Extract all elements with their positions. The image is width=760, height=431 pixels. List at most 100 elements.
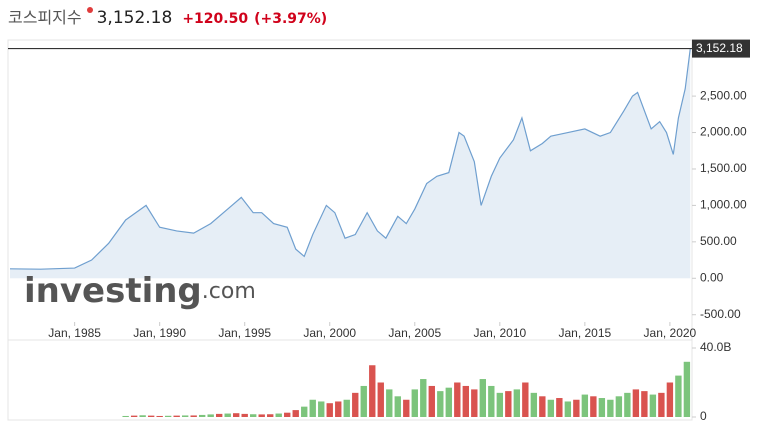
x-tick-label: Jan, 2020 <box>644 326 697 340</box>
x-tick-label: Jan, 2010 <box>473 326 526 340</box>
x-tick-label: Jan, 1995 <box>218 326 271 340</box>
volume-bar <box>224 413 231 417</box>
volume-bar <box>275 413 282 417</box>
volume-bar <box>675 375 682 417</box>
volume-bar <box>564 401 572 417</box>
y-tick-label: -500.00 <box>700 307 741 321</box>
volume-bar <box>360 385 367 417</box>
x-tick-label: Jan, 1985 <box>48 326 101 340</box>
last-value-box <box>692 39 750 58</box>
live-dot <box>86 7 93 13</box>
volume-bar <box>496 392 504 417</box>
volume-bar <box>394 396 401 417</box>
volume-bar <box>556 398 563 417</box>
volume-bar <box>411 389 418 417</box>
volume-bar <box>403 399 410 417</box>
volume-bar <box>624 392 631 417</box>
volume-bar <box>539 396 546 417</box>
volume-bar <box>522 382 529 417</box>
volume-bar <box>615 396 623 417</box>
volume-bar <box>130 415 138 417</box>
volume-bar <box>666 382 674 417</box>
volume-bar <box>233 413 240 417</box>
volume-bar <box>250 414 257 417</box>
last-value-label: 3,152.18 <box>696 41 743 55</box>
volume-bar <box>658 392 665 417</box>
volume-bar <box>309 399 316 417</box>
y-tick-label: 1,000.00 <box>700 198 747 212</box>
area-fill <box>10 48 691 279</box>
volume-bar <box>428 385 435 417</box>
volume-bar <box>513 389 521 417</box>
change: +120.50 <box>182 11 249 27</box>
y-tick-label: 2,500.00 <box>700 88 747 102</box>
volume-bar <box>173 415 180 417</box>
plot-frame <box>7 39 693 421</box>
volume-bar <box>164 415 172 417</box>
volume-bar <box>573 399 580 417</box>
volume-bar <box>147 415 155 417</box>
volume-bar <box>267 414 274 417</box>
volume-bar <box>683 361 691 417</box>
y-tick-label: 500.00 <box>700 234 737 248</box>
volume-bar <box>445 387 452 417</box>
volume-bar <box>122 415 129 417</box>
volume-bar <box>216 413 223 417</box>
index-name: 코스피지수 <box>8 8 82 27</box>
volume-bar <box>547 399 555 417</box>
volume-bar <box>335 401 342 417</box>
volume-bar <box>437 391 444 417</box>
volume-bar <box>462 385 469 417</box>
y-tick-label: 1,500.00 <box>700 161 747 175</box>
volume-bar <box>318 401 325 417</box>
volume-bar <box>301 406 308 417</box>
volume-bar <box>454 382 461 417</box>
watermark-brand: investing <box>24 271 202 311</box>
volume-bar <box>420 379 427 417</box>
volume-bar <box>632 389 640 417</box>
volume-bar <box>590 396 597 417</box>
x-tick-label: Jan, 2005 <box>388 326 441 340</box>
volume-bar <box>241 413 248 417</box>
volume-bar <box>479 379 486 417</box>
volume-bar <box>326 403 333 417</box>
price: 3,152.18 <box>96 8 173 28</box>
volume-bar <box>471 389 478 417</box>
volume-bar <box>641 391 648 417</box>
volume-bar <box>369 365 376 417</box>
y-tick-label: 40.0B <box>700 340 731 354</box>
y-tick-label: 2,000.00 <box>700 125 747 139</box>
header: 코스피지수 3,152.18 +120.50 (+3.97%) <box>8 4 333 28</box>
x-tick-label: Jan, 2000 <box>303 326 356 340</box>
volume-bar <box>649 394 657 417</box>
volume-bar <box>386 389 393 417</box>
volume-bar <box>207 414 214 417</box>
x-tick-label: Jan, 2015 <box>558 326 611 340</box>
volume-bar <box>377 382 384 417</box>
watermark-domain: .com <box>202 279 256 304</box>
change-pct: (+3.97%) <box>254 11 328 27</box>
volume-bar <box>190 415 197 417</box>
volume-bar <box>488 385 495 417</box>
volume-bar <box>343 399 350 417</box>
watermark: investing.com <box>24 271 256 311</box>
volume-bar <box>581 394 589 417</box>
volume-bar <box>156 415 163 417</box>
volume-bar <box>598 398 606 417</box>
x-tick-label: Jan, 1990 <box>133 326 186 340</box>
volume-bar <box>530 392 538 417</box>
volume-bar <box>352 392 359 417</box>
volume-bar <box>607 399 614 417</box>
volume-bar <box>139 415 146 417</box>
volume-bar <box>198 414 206 417</box>
volume-bar <box>284 412 291 417</box>
volume-bar <box>258 414 265 417</box>
y-tick-label: 0.00 <box>700 270 724 284</box>
y-tick-label: 0 <box>700 409 707 423</box>
volume-bar <box>181 415 189 417</box>
volume-bar <box>292 410 299 417</box>
volume-bar <box>505 391 512 417</box>
price-line <box>9 48 691 270</box>
